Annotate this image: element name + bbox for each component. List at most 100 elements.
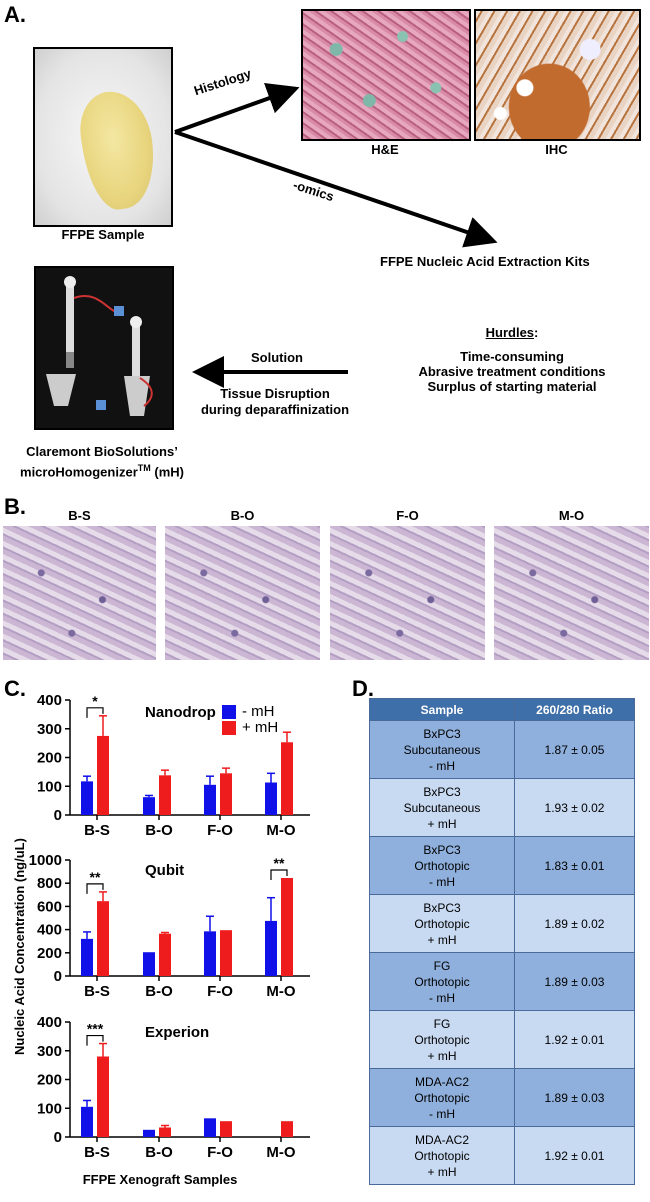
microhomogenizer-photo xyxy=(34,266,174,430)
significance-label: ** xyxy=(90,869,101,885)
bar xyxy=(281,1121,293,1137)
table-row: BxPC3 Orthotopic - mH 1.83 ± 0.01 xyxy=(369,836,635,895)
y-tick-label: 0 xyxy=(54,968,62,985)
chart-title-nanodrop: Nanodrop xyxy=(145,704,216,721)
bar xyxy=(220,930,232,976)
x-tick-label: F-O xyxy=(207,1144,233,1161)
bar xyxy=(265,782,277,815)
significance-label: *** xyxy=(87,1021,104,1037)
hurdles-title: Hurdles xyxy=(485,325,535,340)
sample-line: + mH xyxy=(427,1048,457,1063)
sample-line: Orthotopic xyxy=(414,858,470,873)
bar xyxy=(81,781,93,815)
he-stain-image xyxy=(301,9,471,141)
y-tick-label: 300 xyxy=(37,721,62,738)
y-tick-label: 400 xyxy=(37,1014,62,1031)
table-cell-ratio: 1.87 ± 0.05 xyxy=(514,720,635,779)
bar xyxy=(204,784,216,815)
y-tick-label: 400 xyxy=(37,692,62,709)
table-cell-sample: MDA-AC2 Orthotopic - mH xyxy=(369,1068,515,1127)
solution-line: Tissue Disruption xyxy=(220,386,330,401)
y-tick-label: 100 xyxy=(37,778,62,795)
solution-description: Tissue Disruption during deparaffinizati… xyxy=(190,386,360,418)
table-header-row: Sample 260/280 Ratio xyxy=(369,698,635,721)
table-cell-sample: FG Orthotopic - mH xyxy=(369,952,515,1011)
significance-label: ** xyxy=(274,855,285,871)
table-cell-ratio: 1.83 ± 0.01 xyxy=(514,836,635,895)
sample-line: MDA-AC2 xyxy=(414,1074,469,1089)
y-tick-label: 200 xyxy=(37,750,62,767)
bar xyxy=(204,1118,216,1137)
y-tick-label: 200 xyxy=(37,945,62,962)
omics-arrow xyxy=(174,130,498,248)
sample-line: BxPC3 xyxy=(423,842,461,857)
table-cell-sample: BxPC3 Subcutaneous + mH xyxy=(369,778,515,837)
trademark-mark: TM xyxy=(137,463,151,473)
y-tick-label: 600 xyxy=(37,898,62,915)
sample-line: - mH xyxy=(429,874,455,889)
table-cell-ratio: 1.92 ± 0.01 xyxy=(514,1010,635,1069)
hurdle-item: Abrasive treatment conditions xyxy=(418,364,606,379)
table-cell-ratio: 1.93 ± 0.02 xyxy=(514,778,635,837)
device-caption-name: microHomogenizer xyxy=(20,464,138,480)
x-tick-label: B-S xyxy=(84,983,110,1000)
significance-bracket xyxy=(86,883,104,894)
device-caption-abbrev: (mH) xyxy=(150,464,184,480)
chart-title-qubit: Qubit xyxy=(145,862,185,879)
x-tick-label: B-O xyxy=(145,822,173,839)
sample-line: Orthotopic xyxy=(414,1090,470,1105)
y-tick-label: 100 xyxy=(37,1100,62,1117)
hurdle-item: Surplus of starting material xyxy=(427,379,597,394)
table-row: BxPC3 Subcutaneous - mH 1.87 ± 0.05 xyxy=(369,720,635,779)
bar xyxy=(143,797,155,815)
ihc-stain-image xyxy=(474,9,641,141)
sample-line: Subcutaneous xyxy=(403,742,481,757)
x-tick-label: M-O xyxy=(266,1144,295,1161)
significance-bracket xyxy=(86,1034,104,1046)
bar xyxy=(81,1106,93,1137)
y-tick-label: 400 xyxy=(37,922,62,939)
y-tick-label: 0 xyxy=(54,807,62,824)
table-row: FG Orthotopic - mH 1.89 ± 0.03 xyxy=(369,952,635,1011)
table-row: BxPC3 Orthotopic + mH 1.89 ± 0.02 xyxy=(369,894,635,953)
legend-swatch-plus xyxy=(222,721,236,735)
bar xyxy=(220,1121,232,1137)
table-cell-sample: MDA-AC2 Orthotopic + mH xyxy=(369,1126,515,1185)
sample-line: Subcutaneous xyxy=(403,800,481,815)
histology-image-bs xyxy=(3,526,156,660)
table-row: BxPC3 Subcutaneous + mH 1.93 ± 0.02 xyxy=(369,778,635,837)
bar xyxy=(97,735,109,815)
x-tick-label: B-O xyxy=(145,1144,173,1161)
bar-charts: 0 100 200 300 400 B-S B-O F-O M-O * 0 200 400 600 800 1… xyxy=(29,692,310,1161)
y-tick-label: 800 xyxy=(37,875,62,892)
solution-line: during deparaffinization xyxy=(200,402,350,417)
table-row: MDA-AC2 Orthotopic - mH 1.89 ± 0.03 xyxy=(369,1068,635,1127)
sample-line: Orthotopic xyxy=(414,1032,470,1047)
x-axis-label: FFPE Xenograft Samples xyxy=(82,1172,238,1187)
device-caption-line1: Claremont BioSolutions’ xyxy=(26,444,178,459)
ihc-label: IHC xyxy=(545,142,568,157)
table-cell-ratio: 1.89 ± 0.03 xyxy=(514,952,635,1011)
bar xyxy=(265,920,277,976)
x-tick-label: B-S xyxy=(84,822,110,839)
sample-line: + mH xyxy=(427,1164,457,1179)
ratio-table: Sample 260/280 Ratio BxPC3 Subcutaneous - … xyxy=(369,698,635,1185)
significance-label: * xyxy=(92,693,98,709)
table-cell-sample: BxPC3 Orthotopic - mH xyxy=(369,836,515,895)
x-tick-label: B-O xyxy=(145,983,173,1000)
x-tick-label: M-O xyxy=(266,983,295,1000)
table-cell-sample: BxPC3 Orthotopic + mH xyxy=(369,894,515,953)
table-row: FG Orthotopic + mH 1.92 ± 0.01 xyxy=(369,1010,635,1069)
histo-label-bs: B-S xyxy=(68,508,91,523)
legend-label-plus: + mH xyxy=(242,719,279,736)
extraction-kits-label: FFPE Nucleic Acid Extraction Kits xyxy=(380,254,590,269)
histo-label-fo: F-O xyxy=(396,508,419,523)
table-header-ratio: 260/280 Ratio xyxy=(514,698,635,721)
table-cell-sample: FG Orthotopic + mH xyxy=(369,1010,515,1069)
sample-line: - mH xyxy=(429,758,455,773)
x-tick-label: B-S xyxy=(84,1144,110,1161)
bar xyxy=(97,901,109,976)
y-tick-label: 200 xyxy=(37,1072,62,1089)
bar xyxy=(281,742,293,815)
table-cell-ratio: 1.92 ± 0.01 xyxy=(514,1126,635,1185)
